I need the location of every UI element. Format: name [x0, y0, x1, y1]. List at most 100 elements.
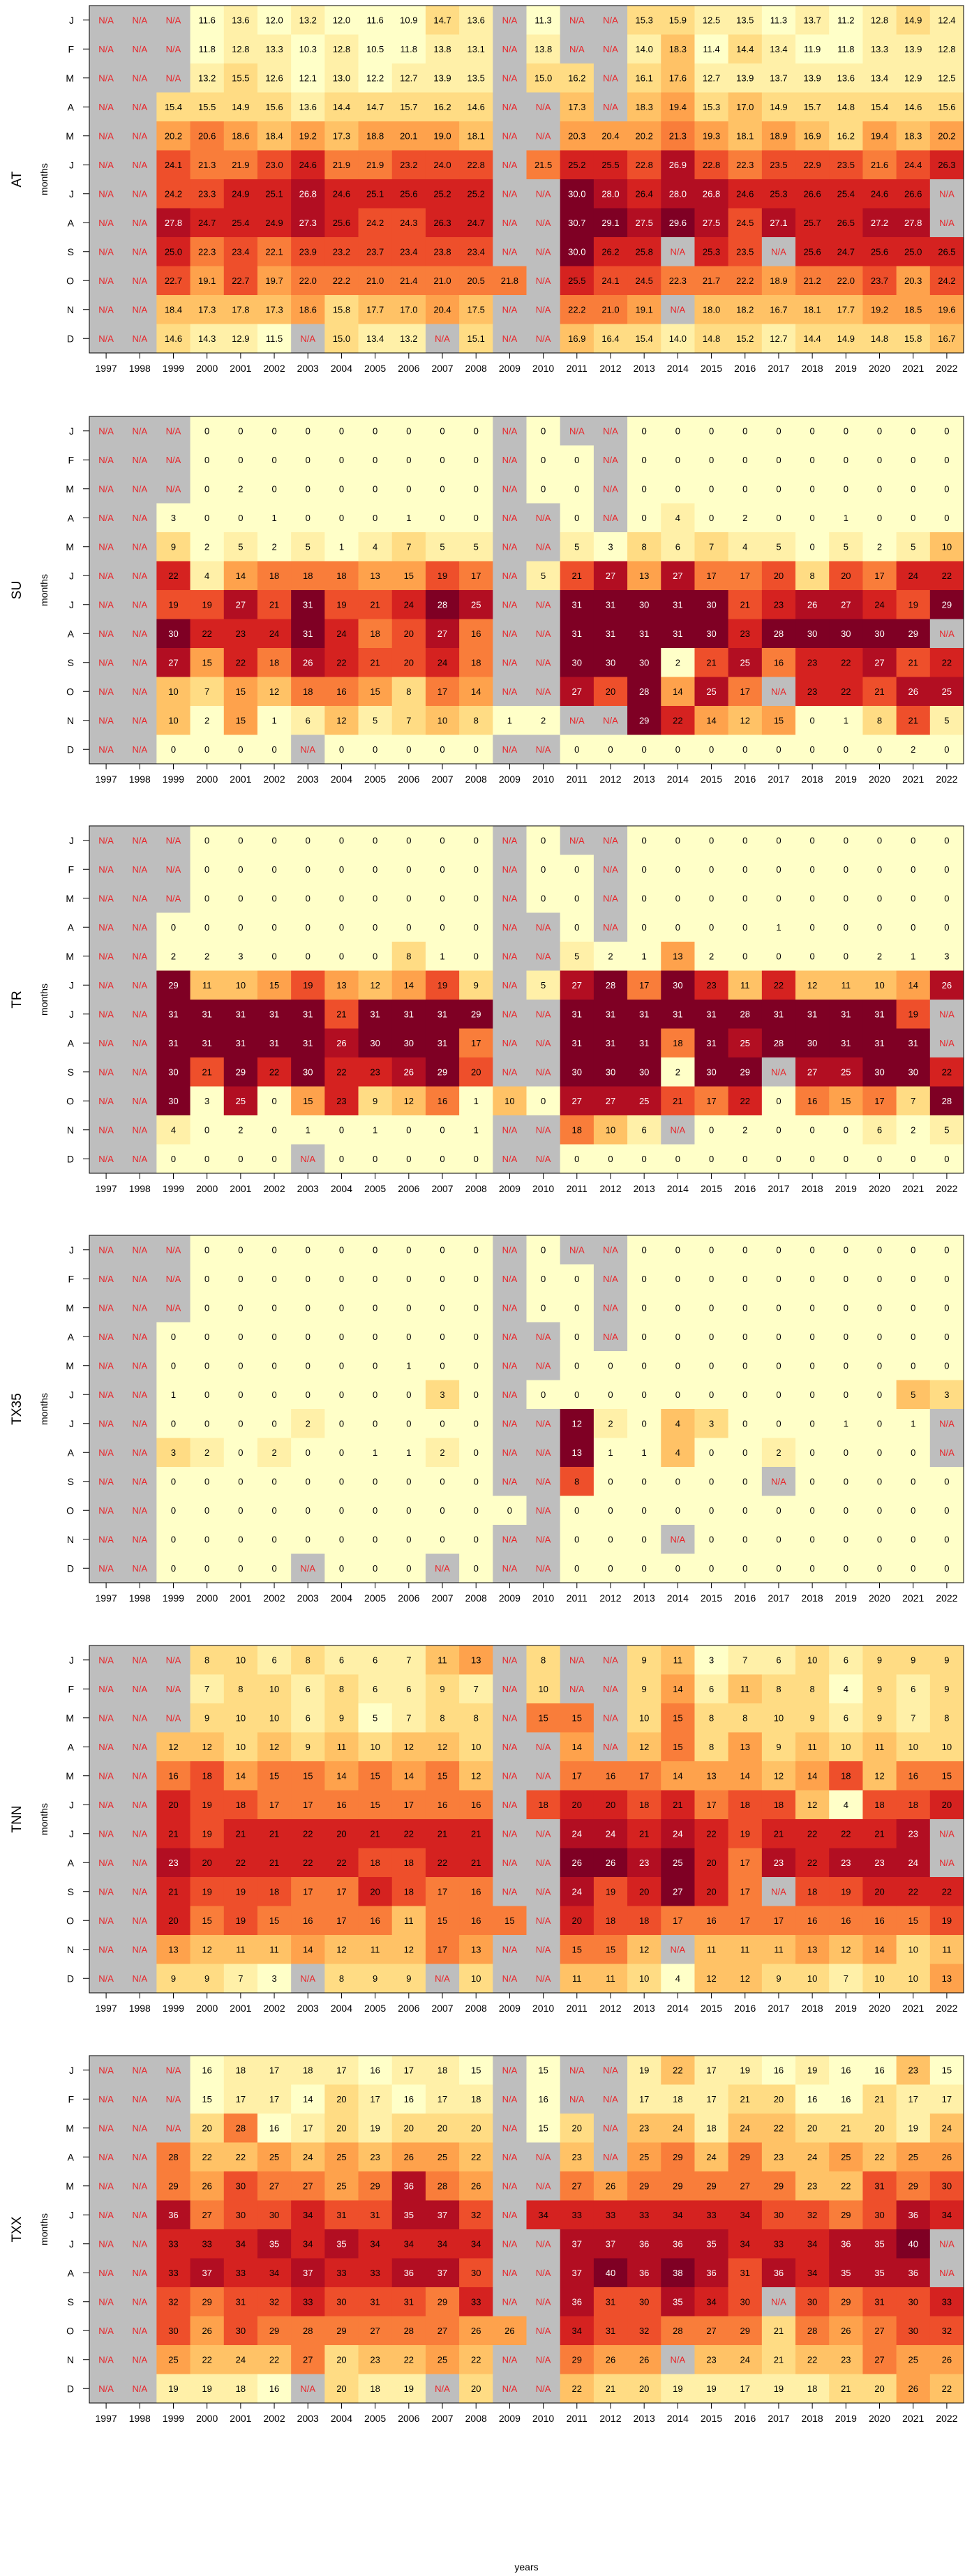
cell-label: 0	[675, 835, 680, 845]
cell-label: 22	[942, 1067, 952, 1077]
heatmap-cell	[223, 208, 258, 238]
cell-label: 11	[740, 1944, 750, 1954]
cell-label: N/A	[502, 2152, 518, 2162]
heatmap-cell	[694, 445, 729, 475]
cell-label: 6	[675, 541, 680, 552]
heatmap-cell	[459, 826, 493, 855]
cell-label: 31	[168, 1009, 178, 1019]
cell-label: 0	[204, 1563, 209, 1574]
cell-label: 28	[236, 2123, 246, 2133]
cell-label: 25.0	[904, 246, 922, 257]
cell-label: N/A	[536, 1770, 551, 1781]
month-tick-label: F	[68, 2093, 74, 2104]
cell-label: 0	[810, 1447, 815, 1458]
heatmap-cell	[425, 677, 460, 707]
cell-label: 0	[911, 1534, 915, 1544]
month-tick-label: M	[66, 2123, 74, 2134]
cell-label: 0	[944, 893, 949, 903]
cell-label: 31	[639, 628, 649, 639]
heatmap-cell	[459, 6, 493, 35]
cell-label: 14.9	[232, 102, 249, 112]
heatmap-cell	[459, 706, 493, 735]
cell-label: 0	[608, 1505, 613, 1516]
cell-label: 25.4	[232, 218, 249, 228]
cell-label: 0	[339, 1154, 344, 1164]
cell-label: N/A	[132, 922, 147, 933]
cell-label: 28	[404, 2326, 414, 2336]
cell-label: N/A	[536, 744, 551, 755]
cell-label: 0	[844, 893, 848, 903]
cell-label: 10	[538, 1684, 548, 1694]
heatmap-cell	[358, 237, 393, 266]
cell-label: 31	[303, 1038, 313, 1048]
cell-label: N/A	[536, 2296, 551, 2307]
cell-label: 0	[271, 1274, 276, 1284]
cell-label: N/A	[502, 2094, 518, 2104]
cell-label: 31	[202, 1009, 211, 1019]
cell-label: N/A	[536, 1886, 551, 1897]
cell-label: 0	[742, 1476, 747, 1486]
cell-label: 20	[807, 2123, 817, 2133]
cell-label: 0	[306, 835, 311, 845]
cell-label: 31	[606, 2296, 615, 2307]
cell-label: 18	[303, 686, 313, 697]
cell-label: 0	[271, 951, 276, 961]
cell-label: 0	[574, 864, 579, 875]
cell-label: 40	[606, 2268, 615, 2278]
heatmap-cell	[89, 324, 124, 354]
cell-label: 24.3	[400, 218, 417, 228]
cell-label: N/A	[502, 893, 518, 903]
cell-label: 13.3	[265, 44, 283, 54]
cell-label: 12	[370, 980, 380, 991]
heatmap-cell	[728, 92, 763, 122]
cell-label: N/A	[132, 1858, 147, 1868]
cell-label: 0	[608, 1389, 613, 1400]
heatmap-cell	[593, 295, 628, 324]
heatmap-cell	[526, 532, 561, 562]
cell-label: 15.0	[534, 73, 552, 83]
heatmap-cell	[89, 706, 124, 735]
cell-label: 12	[572, 1418, 582, 1429]
heatmap-cell	[291, 416, 325, 446]
cell-label: 22.1	[265, 246, 283, 257]
cell-label: 35	[874, 2238, 884, 2249]
cell-label: 0	[574, 1563, 579, 1574]
cell-label: N/A	[939, 1858, 955, 1868]
heatmap-cell	[829, 295, 863, 324]
cell-label: 7	[204, 686, 209, 697]
cell-label: N/A	[98, 246, 114, 257]
heatmap-cell	[862, 532, 897, 562]
heatmap-cell	[391, 324, 426, 354]
heatmap-cell	[425, 590, 460, 619]
cell-label: 0	[810, 864, 815, 875]
cell-label: 20.2	[165, 130, 182, 141]
cell-label: N/A	[98, 1770, 114, 1781]
cell-label: 22	[202, 2354, 211, 2365]
cell-label: 0	[877, 1447, 882, 1458]
month-tick-label: O	[66, 1915, 74, 1926]
heatmap-cell	[89, 121, 124, 151]
cell-label: 12	[404, 1944, 414, 1954]
cell-label: 30	[572, 1067, 582, 1077]
heatmap-cell	[526, 677, 561, 707]
year-tick-label: 2021	[902, 774, 924, 785]
cell-label: 0	[944, 1302, 949, 1313]
cell-label: 25	[639, 1096, 649, 1106]
cell-label: 10	[774, 1712, 784, 1723]
cell-label: 0	[877, 1154, 882, 1164]
year-tick-label: 2021	[902, 363, 924, 374]
heatmap-cell	[929, 63, 964, 93]
cell-label: N/A	[771, 1886, 786, 1897]
year-tick-label: 2009	[499, 2003, 521, 2014]
cell-label: 21	[774, 2354, 784, 2365]
cell-label: N/A	[98, 1915, 114, 1926]
heatmap-cell	[661, 6, 695, 35]
cell-label: 23	[841, 2354, 851, 2365]
cell-label: 12	[168, 1742, 178, 1752]
cell-label: N/A	[536, 1563, 551, 1574]
cell-label: 0	[373, 922, 377, 933]
heatmap-cell	[425, 92, 460, 122]
cell-label: 15.8	[904, 333, 922, 344]
cell-label: 11.8	[401, 44, 417, 54]
cell-label: 13.6	[467, 15, 485, 25]
